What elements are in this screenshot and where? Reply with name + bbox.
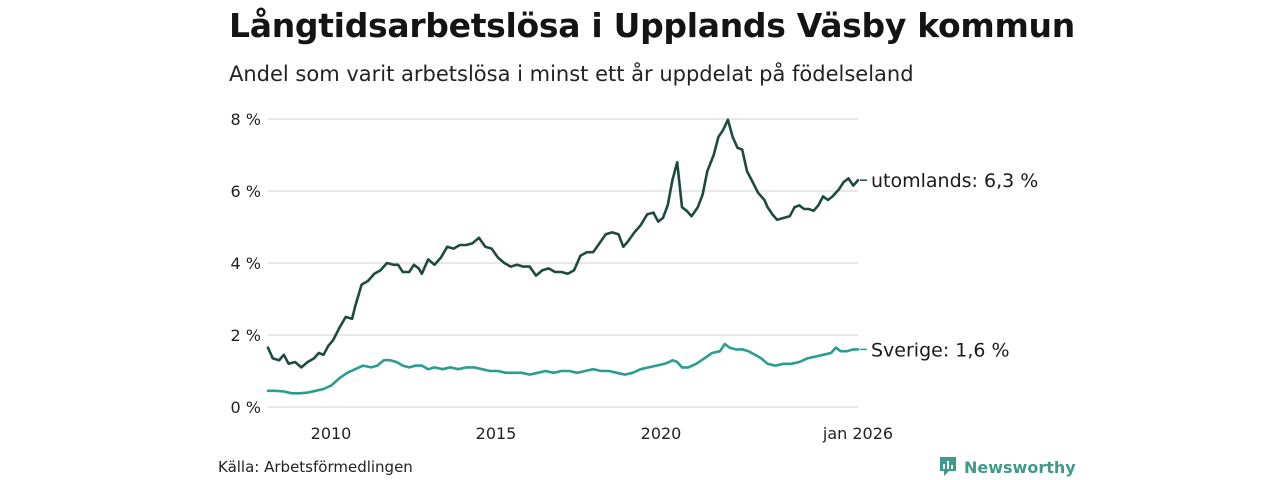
series-end-labels: utomlands: 6,3 % Sverige: 1,6 %	[860, 170, 1038, 361]
series-lines	[266, 118, 860, 395]
x-tick-label: 2015	[476, 424, 517, 443]
y-tick-label: 0 %	[231, 398, 261, 417]
source-note: Källa: Arbetsförmedlingen	[218, 458, 413, 476]
chart-subtitle: Andel som varit arbetslösa i minst ett å…	[229, 62, 914, 86]
y-tick-label: 8 %	[231, 110, 261, 129]
y-tick-label: 4 %	[231, 254, 261, 273]
y-tick-label: 6 %	[231, 182, 261, 201]
end-label-utomlands: utomlands: 6,3 %	[871, 170, 1038, 192]
y-tick-label: 2 %	[231, 326, 261, 345]
grid-lines	[268, 118, 858, 408]
series-line-utomlands	[266, 118, 860, 369]
x-tick-label: jan 2026	[822, 424, 893, 443]
x-tick-label: 2010	[311, 424, 352, 443]
brand-name: Newsworthy	[964, 457, 1076, 477]
y-axis-tick-labels: 0 % 2 % 4 % 6 % 8 %	[231, 110, 261, 417]
brand-logo: Newsworthy	[938, 456, 1076, 478]
end-label-sverige: Sverige: 1,6 %	[871, 339, 1010, 361]
x-axis-tick-labels: 2010 2015 2020 jan 2026	[311, 424, 893, 443]
newsworthy-icon	[940, 457, 956, 476]
series-line-sverige	[266, 342, 860, 395]
x-tick-label: 2020	[641, 424, 682, 443]
chart-title: Långtidsarbetslösa i Upplands Väsby komm…	[229, 6, 1075, 45]
